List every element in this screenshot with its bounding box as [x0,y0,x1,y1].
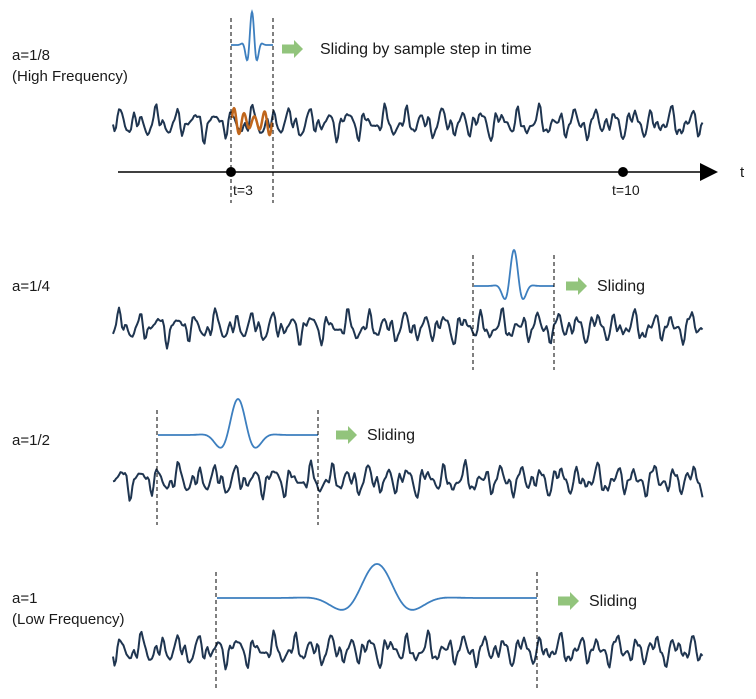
wavelet-2 [474,248,554,300]
highlighted-segment [230,106,274,137]
wavelet-3 [158,398,318,449]
scale-note-4: (Low Frequency) [12,611,125,628]
signal-waveform-3 [112,459,704,502]
scale-label-2: a=1/4 [12,278,50,295]
sliding-label-2: Sliding [597,278,646,295]
scale-label-3: a=1/2 [12,432,50,449]
time-marker-label-2: t=10 [612,182,640,198]
sliding-label-1: Sliding by sample step in time [320,41,532,58]
right-block-arrow-icon [282,40,303,58]
sliding-label-4: Sliding [589,593,638,610]
scale-label-1: a=1/8 [12,47,50,64]
time-marker-label-1: t=3 [233,182,253,198]
scale-label-4: a=1 [12,590,38,607]
signal-waveform-4 [112,629,704,671]
dot-marker-icon [226,167,236,177]
dot-marker-icon [618,167,628,177]
scale-note-1: (High Frequency) [12,68,128,85]
wavelet-4 [217,563,537,611]
right-block-arrow-icon [558,592,579,610]
arrowhead-icon [700,163,718,181]
signal-waveform-1 [112,102,704,145]
signal-waveform-2 [112,306,704,350]
axis-label: t [740,164,745,181]
wavelet-1 [231,9,273,62]
right-block-arrow-icon [566,277,587,295]
right-block-arrow-icon [336,426,357,444]
sliding-label-3: Sliding [367,427,416,444]
